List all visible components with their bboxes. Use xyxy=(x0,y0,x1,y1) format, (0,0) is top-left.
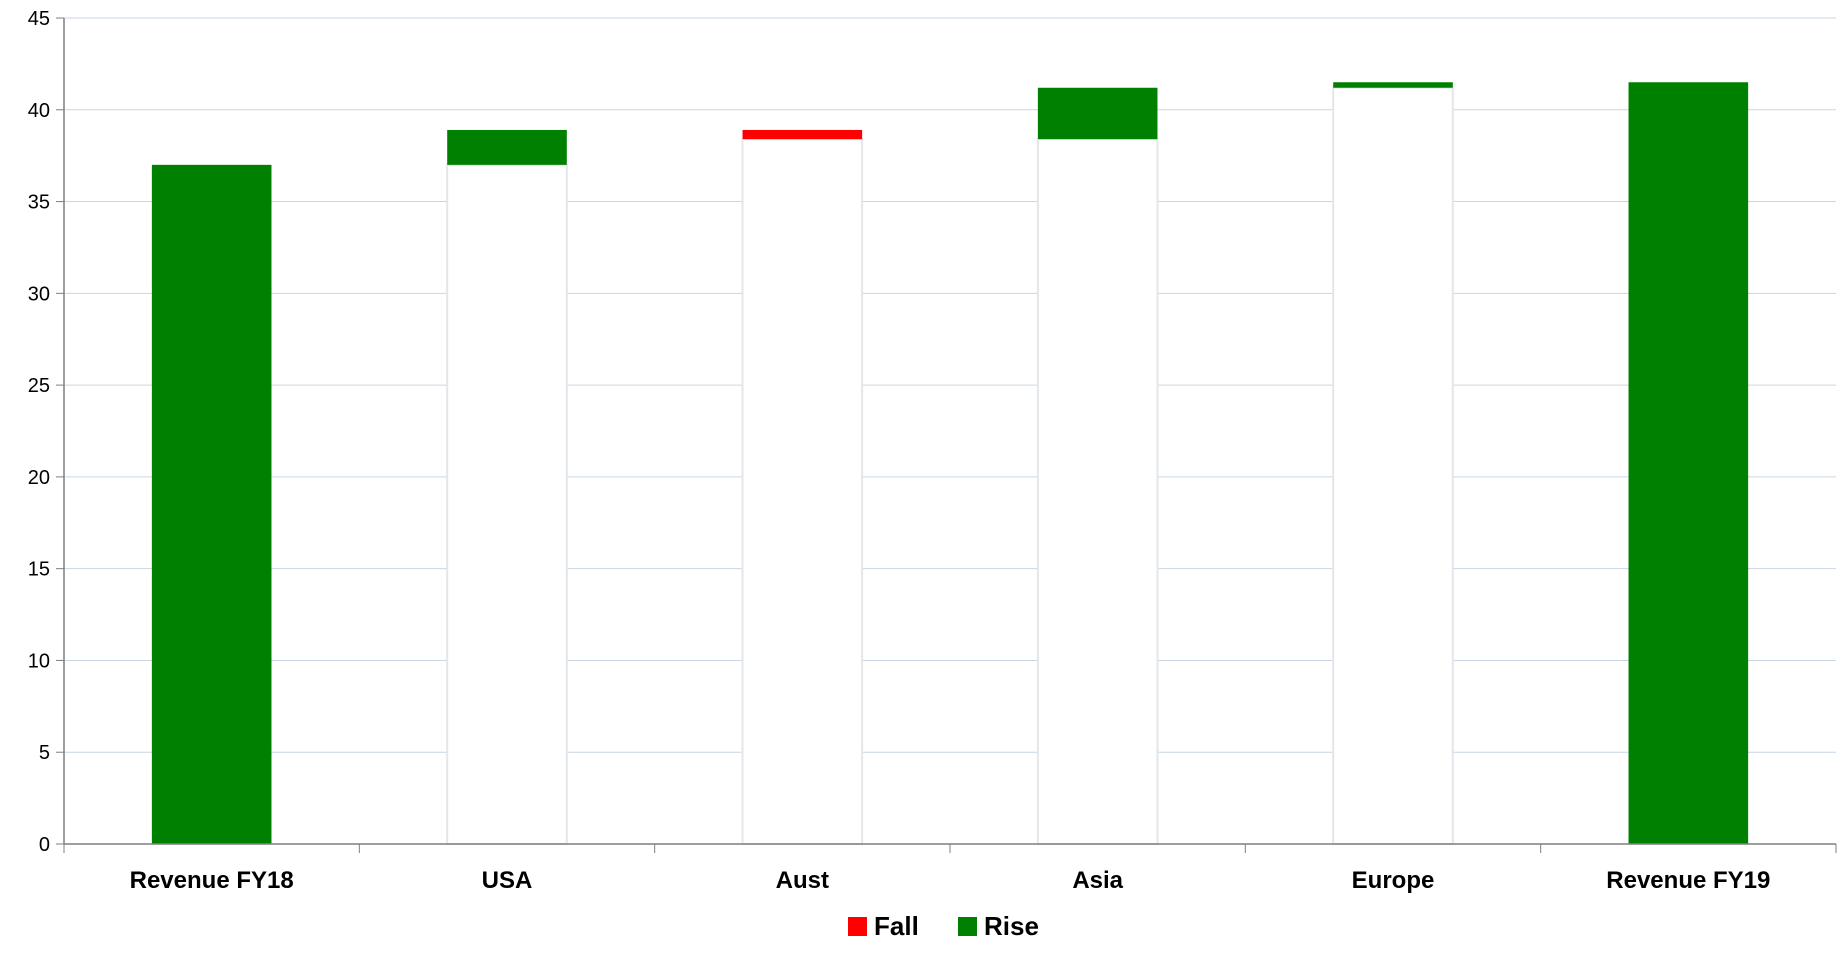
y-tick-label-45: 45 xyxy=(28,8,50,30)
y-tick-label-5: 5 xyxy=(39,742,50,764)
x-tick-label-asia: Asia xyxy=(1072,867,1123,894)
legend: Fall Rise xyxy=(848,911,1039,941)
x-tick-label-revenue-fy18: Revenue FY18 xyxy=(130,867,294,894)
legend-swatch-rise xyxy=(958,917,977,936)
bar-rise-usa xyxy=(447,129,567,165)
legend-label-rise: Rise xyxy=(984,911,1039,941)
y-tick-label-20: 20 xyxy=(28,467,50,489)
y-tick-label-15: 15 xyxy=(28,559,50,581)
legend-swatch-fall xyxy=(848,917,867,936)
y-tick-label-10: 10 xyxy=(28,650,50,672)
bar-base-usa xyxy=(446,163,568,846)
bar-rise-revenue-fy19 xyxy=(1628,82,1749,844)
bar-base-europe xyxy=(1332,86,1454,846)
y-tick-label-35: 35 xyxy=(28,192,50,214)
bar-rise-revenue-fy18 xyxy=(151,164,272,844)
x-tick-label-usa: USA xyxy=(482,867,533,894)
bar-fall-aust xyxy=(742,129,863,140)
legend-label-fall: Fall xyxy=(874,911,919,941)
x-tick-label-aust: Aust xyxy=(776,867,829,894)
axes xyxy=(56,17,1837,853)
tick-labels: 0 5 10 15 20 25 30 35 40 45 Revenue FY18 USA Aust Asi… xyxy=(28,8,1771,894)
x-tick-label-revenue-fy19: Revenue FY19 xyxy=(1606,867,1770,894)
bar-rise-asia xyxy=(1037,87,1158,140)
y-tick-label-0: 0 xyxy=(39,834,50,856)
bar-base-asia xyxy=(1036,138,1159,845)
bars xyxy=(151,82,1749,846)
bar-base-aust xyxy=(741,138,864,845)
bar-rise-europe xyxy=(1333,82,1453,88)
y-tick-label-30: 30 xyxy=(28,283,50,305)
y-tick-label-25: 25 xyxy=(28,375,50,397)
x-tick-label-europe: Europe xyxy=(1352,867,1435,894)
gridlines xyxy=(64,17,1836,753)
y-tick-label-40: 40 xyxy=(28,100,50,122)
